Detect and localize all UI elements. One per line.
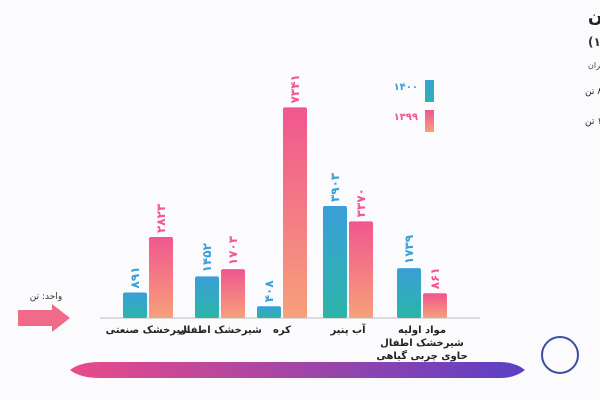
legend-label: ۱۳۹۹ [394, 112, 418, 123]
legend-total: میزان کل واردات ۸۴۰۳ تن [585, 87, 600, 97]
value-label: ۸۶۱ [428, 267, 442, 289]
bar [323, 206, 347, 318]
category-label: شیرخشک اطفال [178, 325, 262, 336]
value-label: ۲۸۲۳ [154, 203, 168, 233]
value-label: ۳۳۷۰ [354, 188, 368, 217]
value-label: ۳۹۰۳ [328, 172, 342, 202]
bottom-band [70, 362, 525, 378]
category-label: شیرخشک صنعتی [105, 325, 191, 336]
source: منبع: گمرک جمهوری اسلامی ایران [588, 60, 600, 70]
value-label: ۴۰۸ [262, 280, 276, 303]
legend-swatch [425, 80, 434, 102]
category-label: مواد اولیه شیرخشک اطفال حاوی چربی گیاهی [376, 325, 468, 362]
bar [349, 221, 373, 318]
bar [423, 293, 447, 318]
bar [123, 292, 147, 318]
value-label: ۱۴۵۲ [200, 242, 214, 272]
logo [541, 336, 579, 374]
value-label: ۱۷۰۳ [226, 235, 240, 265]
value-label: ۸۹۱ [128, 266, 142, 288]
unit-label: واحد: تن [30, 292, 62, 302]
bar [149, 237, 173, 318]
bar [283, 107, 307, 319]
bar [221, 269, 245, 318]
value-label: ۷۳۴۱ [288, 74, 302, 103]
value-label: ۱۷۳۹ [402, 234, 416, 264]
chart-subtitle: (مقایسه با مدت زمان و محصولات مشابه در س… [588, 35, 600, 50]
bar [257, 306, 281, 318]
unit-arrow [18, 304, 70, 332]
legend-label: ۱۴۰۰ [394, 82, 418, 93]
bar [195, 276, 219, 318]
legend-swatch [425, 110, 434, 132]
legend-total: میزان کل واردات ۱۵۹۹۹ تن [585, 117, 600, 127]
category-label: آب پنیر [330, 325, 366, 336]
bar [397, 268, 421, 318]
category-label: کره [273, 325, 291, 336]
chart-title: سهم واردات محصولات لبنی در ۹ ماهه ابتدای… [588, 7, 600, 27]
